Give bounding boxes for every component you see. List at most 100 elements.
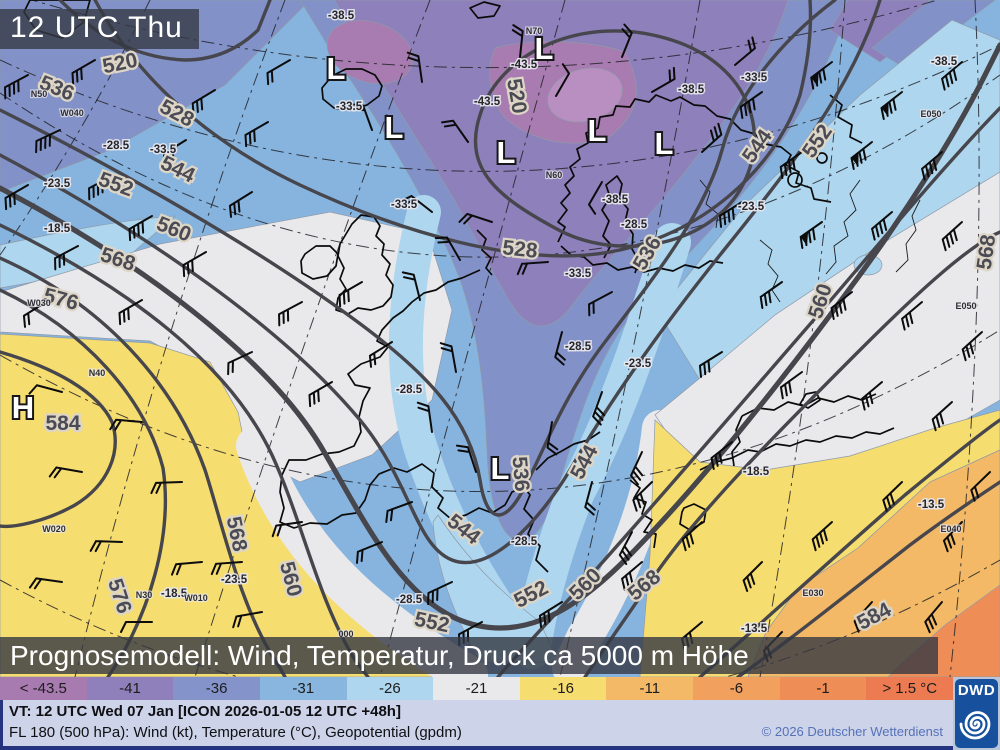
wind-barb-icon	[458, 212, 493, 225]
high-pressure-marker: H	[12, 390, 34, 425]
svg-text:-23.5: -23.5	[738, 201, 765, 213]
wind-barb-icon	[516, 261, 549, 276]
wind-barb-icon	[924, 601, 943, 634]
svg-text:N70: N70	[526, 26, 543, 36]
wind-barb-icon	[162, 139, 187, 166]
legend-cell: -31	[259, 677, 347, 700]
wind-barb-icon	[120, 621, 153, 633]
wind-barb-icon	[28, 577, 63, 590]
wind-barb-icon	[232, 611, 263, 629]
wind-barb-icon	[427, 581, 453, 606]
wind-barb-icon	[718, 201, 743, 228]
geopotential-contours	[0, 0, 1000, 679]
legend-cell-label: -1	[816, 680, 830, 697]
temperature-labels: -38.5 -33.5 -28.5 -23.5 -18.5 -43.5 -43.5 -33.5…	[42, 9, 959, 637]
wind-barb-icon	[632, 481, 653, 512]
svg-text:W040: W040	[60, 108, 84, 118]
wind-barb-icon	[853, 601, 873, 633]
temperature-legend: < -43.5 -41 -36 -31 -26 -21 -16 -11 -6 -1 > 1.5 °C	[0, 677, 954, 700]
svg-text:584: 584	[45, 412, 80, 435]
wind-barb-icon	[182, 251, 207, 278]
banner-title: Prognosemodell: Wind, Temperatur, Druck …	[0, 637, 938, 674]
low-pressure-marker: L	[327, 51, 346, 86]
wind-barb-icon	[941, 61, 963, 91]
svg-text:-43.5: -43.5	[511, 59, 538, 71]
svg-text:-23.5: -23.5	[625, 358, 652, 370]
svg-text:E030: E030	[802, 588, 823, 598]
svg-text:-38.5: -38.5	[328, 10, 355, 22]
wind-barb-icon	[400, 194, 433, 213]
wind-barb-icon	[681, 521, 703, 552]
wind-barb-icon	[734, 36, 756, 66]
legend-cell-label: -16	[552, 680, 574, 697]
wind-barb-icon	[441, 119, 469, 143]
wind-barb-icon	[942, 521, 963, 553]
svg-text:-33.5: -33.5	[150, 144, 177, 156]
svg-text:528: 528	[501, 236, 539, 263]
svg-text:-38.5: -38.5	[931, 56, 958, 68]
coastlines	[23, 0, 921, 573]
dwd-logo: DWD	[953, 677, 1000, 750]
wind-barb-icon	[701, 122, 723, 153]
svg-text:568: 568	[973, 233, 1000, 271]
wind-barb-icon	[739, 91, 763, 119]
wind-barb-icon	[434, 236, 461, 261]
wind-barb-icon	[244, 121, 269, 148]
svg-text:W010: W010	[184, 593, 208, 603]
legend-cell: -1	[779, 677, 867, 700]
legend-cell: -16	[519, 677, 607, 700]
svg-text:-28.5: -28.5	[103, 140, 130, 152]
wind-barb-icon	[961, 331, 983, 362]
svg-text:-38.5: -38.5	[602, 194, 629, 206]
wind-barb-icon	[4, 184, 29, 211]
svg-text:-23.5: -23.5	[44, 178, 71, 190]
wind-barb-icon	[278, 301, 303, 327]
svg-text:-33.5: -33.5	[391, 199, 418, 211]
wind-barb-icon	[584, 481, 596, 516]
svg-text:-13.5: -13.5	[918, 499, 945, 511]
legend-cell-label: < -43.5	[19, 680, 67, 697]
wind-barbs	[4, 23, 991, 663]
wind-barb-icon	[710, 441, 733, 470]
wind-barb-icon	[511, 24, 524, 58]
wind-barb-icon	[830, 291, 853, 320]
wind-barb-icon	[4, 74, 29, 100]
wind-barb-icon	[227, 351, 253, 376]
legend-cell: -11	[606, 677, 694, 700]
wind-barb-icon	[779, 151, 803, 179]
legend-cell-label: -6	[729, 680, 744, 697]
map-canvas: 5205205285285365365365445445445445525525…	[0, 0, 1000, 711]
wind-barb-icon	[210, 561, 243, 576]
valid-time-line: VT: 12 UTC Wed 07 Jan [ICON 2026-01-05 1…	[9, 703, 401, 720]
wind-barb-icon	[618, 531, 633, 566]
svg-text:-33.5: -33.5	[565, 268, 592, 280]
low-pressure-marker: L	[491, 451, 510, 486]
legend-cell-label: -26	[379, 680, 401, 697]
svg-text:-33.5: -33.5	[336, 101, 363, 113]
wind-barb-icon	[228, 191, 253, 218]
copyright-text: © 2026 Deutscher Wetterdienst	[761, 724, 943, 739]
svg-text:N40: N40	[89, 368, 106, 378]
wind-barb-icon	[54, 245, 79, 271]
footer-bar: VT: 12 UTC Wed 07 Jan [ICON 2026-01-05 1…	[0, 700, 953, 750]
wind-barb-icon	[439, 342, 457, 373]
wind-barb-icon	[191, 89, 216, 116]
wind-barb-icon	[880, 91, 903, 120]
wind-barb-icon	[592, 391, 606, 426]
svg-text:-18.5: -18.5	[161, 588, 188, 600]
wind-barb-icon	[385, 501, 413, 523]
legend-cell: -41	[86, 677, 174, 700]
wind-barb-icon	[271, 521, 303, 538]
wind-barb-icon	[406, 51, 423, 83]
svg-text:-28.5: -28.5	[565, 341, 592, 353]
wind-barb-icon	[48, 466, 83, 479]
legend-cell: -21	[433, 677, 520, 700]
wind-barb-icon	[588, 291, 613, 317]
wind-barb-icon	[455, 444, 477, 473]
legend-cell: > 1.5 °C	[866, 677, 954, 700]
wind-barb-icon	[970, 471, 991, 502]
wind-barb-icon	[538, 601, 563, 628]
wind-barb-icon	[921, 151, 943, 181]
svg-text:-28.5: -28.5	[396, 384, 423, 396]
